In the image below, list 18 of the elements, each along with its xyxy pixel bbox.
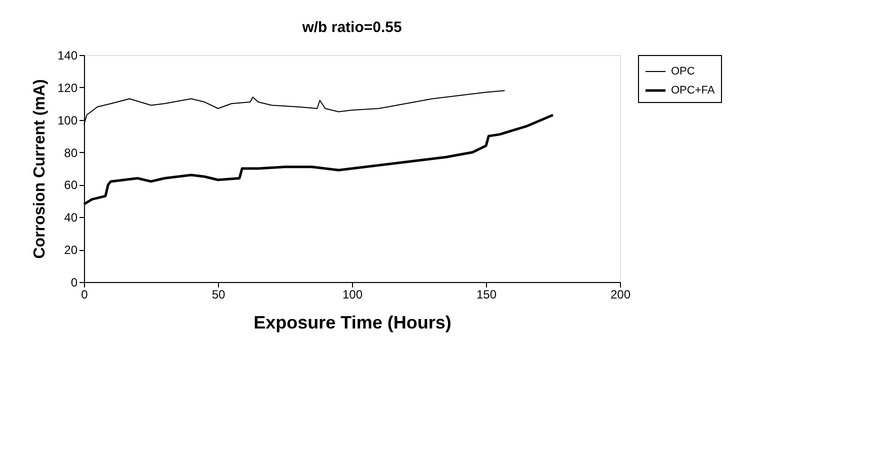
legend-label: OPC: [671, 66, 695, 78]
x-tick-label: 50: [212, 288, 226, 302]
x-tick-label: 150: [476, 288, 497, 302]
y-tick-label: 140: [57, 48, 78, 62]
chart-title: w/b ratio=0.55: [301, 19, 402, 36]
legend-label: OPC+FA: [671, 84, 716, 96]
y-tick-label: 120: [57, 80, 78, 95]
x-tick-label: 100: [342, 288, 363, 302]
y-tick-label: 0: [70, 276, 78, 290]
y-tick-label: 60: [64, 178, 78, 192]
x-axis-title: Exposure Time (Hours): [254, 312, 452, 332]
x-tick-label: 200: [610, 288, 631, 302]
y-tick-label: 40: [64, 210, 78, 225]
x-tick-label: 0: [81, 288, 88, 302]
y-tick-label: 80: [64, 146, 78, 160]
y-tick-label: 100: [57, 113, 78, 128]
y-axis-title: Corrosion Current (mA): [31, 79, 48, 259]
y-tick-label: 20: [64, 243, 78, 258]
